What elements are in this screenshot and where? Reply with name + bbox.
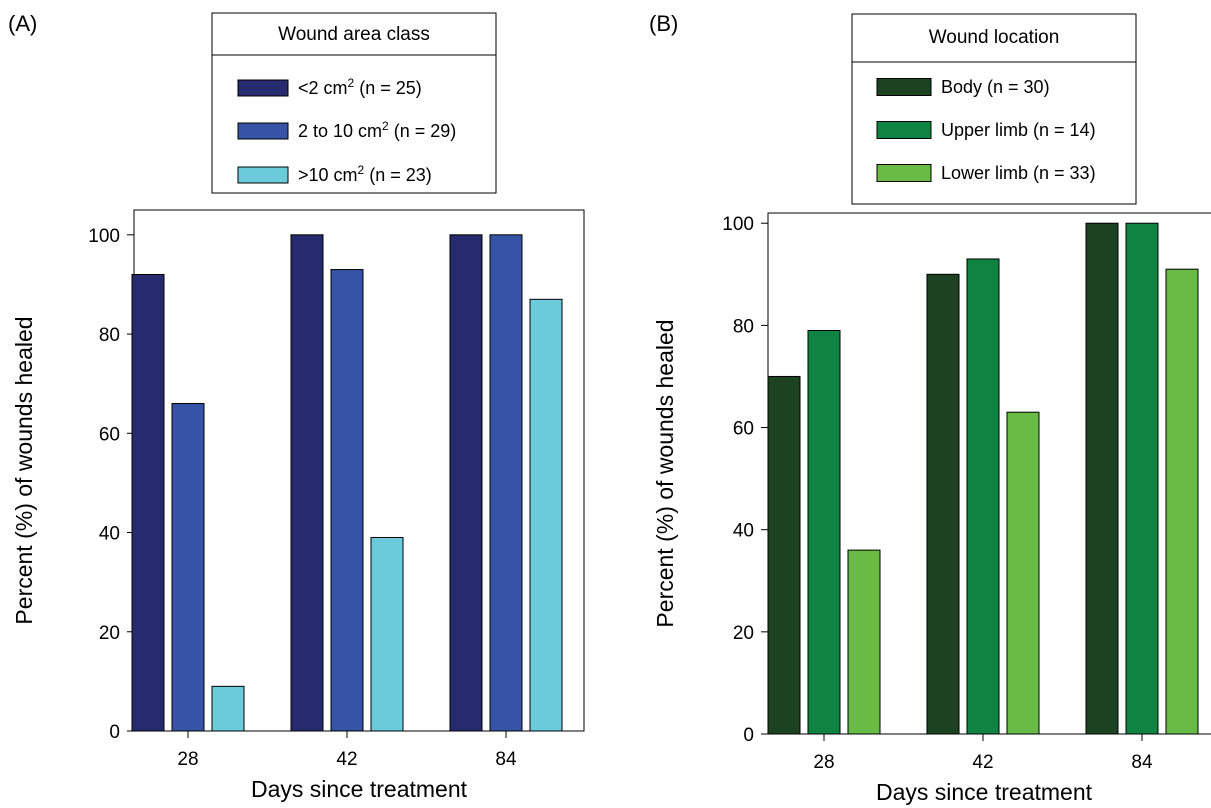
legend-box (211, 12, 497, 194)
bar (1006, 411, 1040, 735)
legend: Wound location Body (n = 30) Upper limb (n… (851, 13, 1137, 205)
y-axis-label: Percent (%) of wounds healed (11, 316, 37, 624)
panel-label: (A) (8, 11, 37, 36)
legend-label: Body (n = 30) (941, 77, 1050, 97)
x-tick-label: 28 (177, 749, 198, 770)
legend-label: Lower limb (n = 33) (941, 163, 1096, 183)
y-tick-label: 60 (99, 424, 120, 445)
y-tick-label: 100 (722, 214, 754, 235)
x-tick-label: 42 (336, 749, 357, 770)
bar (1085, 222, 1119, 735)
legend-swatch (876, 78, 932, 96)
chart-panel-b: (B) Wound location Body (n = 30) Upper limb… (649, 11, 1211, 805)
y-tick-label: 0 (109, 722, 120, 743)
bar (370, 536, 404, 732)
x-axis-label: Days since treatment (876, 779, 1093, 805)
bar (330, 269, 364, 732)
bar (290, 234, 324, 732)
legend-swatch (237, 79, 289, 97)
y-tick-label: 60 (733, 419, 754, 440)
y-tick-label: 20 (99, 623, 120, 644)
legend-swatch (237, 166, 289, 184)
bar (767, 375, 801, 735)
bar (131, 274, 165, 732)
legend-title: Wound location (929, 27, 1060, 48)
legend-swatch (237, 122, 289, 140)
y-tick-label: 100 (88, 226, 120, 247)
legend-label: Upper limb (n = 14) (941, 120, 1096, 140)
x-tick-label: 84 (1131, 752, 1153, 773)
x-tick-label: 28 (813, 752, 834, 773)
bar (1165, 268, 1199, 735)
bar (449, 234, 483, 732)
legend-label: 2 to 10 cm2 (n = 29) (298, 119, 456, 141)
y-tick-label: 20 (733, 623, 754, 644)
bar (1125, 222, 1159, 735)
legend-label: <2 cm2 (n = 25) (298, 76, 422, 98)
y-tick-label: 40 (99, 524, 120, 545)
bar (489, 234, 523, 732)
legend-swatch (876, 164, 932, 182)
x-tick-label: 84 (495, 749, 517, 770)
bar (171, 403, 205, 732)
bar (529, 298, 563, 732)
legend-title: Wound area class (278, 24, 430, 45)
legend: Wound area class <2 cm2 (n = 25) 2 to 10 c… (211, 12, 497, 194)
bar (211, 685, 245, 732)
panel-label: (B) (649, 11, 678, 36)
y-axis-label: Percent (%) of wounds healed (652, 319, 678, 627)
bar (966, 258, 1000, 735)
bar (847, 549, 881, 735)
y-tick-label: 40 (733, 521, 754, 542)
y-tick-label: 80 (733, 316, 754, 337)
x-axis-label: Days since treatment (251, 776, 468, 802)
bar (926, 273, 960, 735)
legend-swatch (876, 121, 932, 139)
y-tick-label: 80 (99, 325, 120, 346)
chart-panel-a: (A) Wound area class <2 cm2 (n = 25) 2 to 1… (8, 11, 585, 802)
bar (807, 329, 841, 735)
x-tick-label: 42 (972, 752, 993, 773)
legend-label: >10 cm2 (n = 23) (298, 163, 432, 185)
y-tick-label: 0 (743, 725, 754, 746)
